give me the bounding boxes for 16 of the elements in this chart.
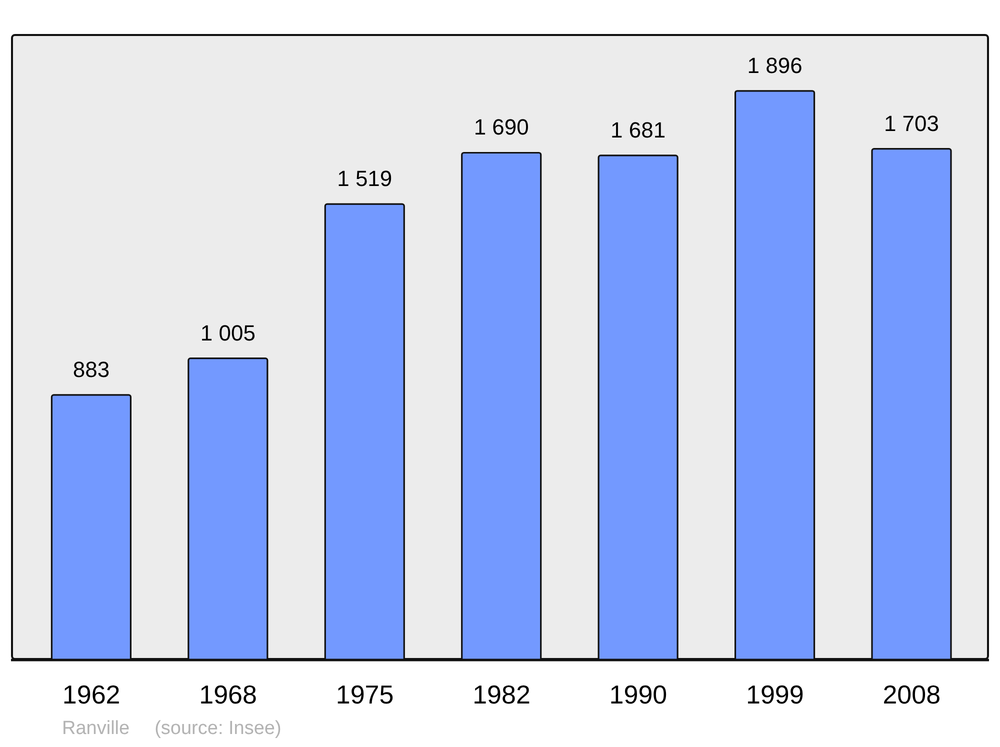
x-tick-label: 1990: [609, 679, 668, 710]
text: (source: Insee): [154, 718, 282, 740]
data-label: 1 519: [337, 166, 392, 192]
x-tick-label: 2008: [882, 679, 941, 710]
data-label: 883: [72, 356, 110, 382]
x-tick-label: 1999: [746, 679, 804, 710]
x-tick-label: 1982: [472, 679, 530, 710]
text: Ranville: [62, 718, 130, 740]
data-label: 1 681: [610, 117, 666, 142]
x-tick-label: 1968: [199, 679, 257, 710]
data-label: 1 703: [884, 110, 940, 136]
data-label: 1 690: [474, 114, 529, 140]
x-tick-label: 1962: [62, 679, 120, 710]
x-tick-label: 1975: [336, 679, 394, 710]
data-label: 1 005: [200, 320, 256, 346]
data-label: 1 896: [747, 52, 802, 78]
